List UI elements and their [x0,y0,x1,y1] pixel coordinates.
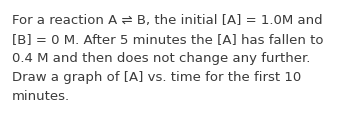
Text: 0.4 M and then does not change any further.: 0.4 M and then does not change any furth… [12,52,310,65]
Text: Draw a graph of [A] vs. time for the first 10: Draw a graph of [A] vs. time for the fir… [12,71,301,84]
Text: minutes.: minutes. [12,90,70,103]
Text: For a reaction A ⇌ B, the initial [A] = 1.0M and: For a reaction A ⇌ B, the initial [A] = … [12,14,323,27]
Text: [B] = 0 M. After 5 minutes the [A] has fallen to: [B] = 0 M. After 5 minutes the [A] has f… [12,33,323,46]
